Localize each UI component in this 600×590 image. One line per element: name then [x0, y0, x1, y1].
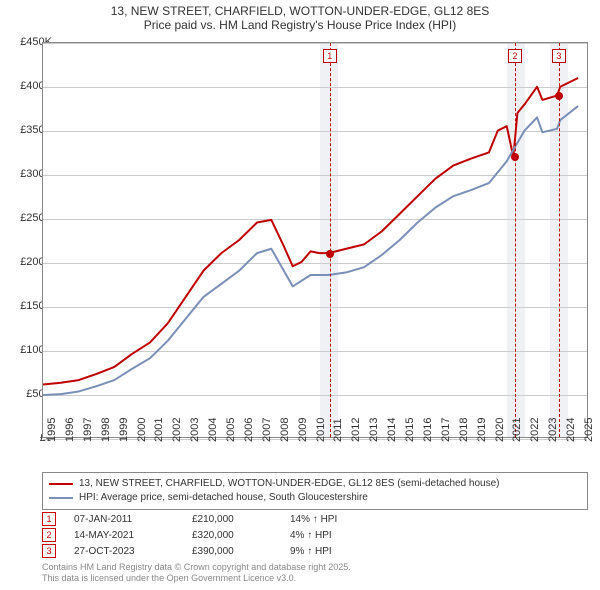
event-price-2: £320,000	[192, 530, 272, 541]
x-tick-label: 2020	[494, 418, 506, 442]
x-tick-label: 1999	[118, 418, 130, 442]
event-pct-1: 14% ↑ HPI	[290, 514, 400, 525]
chart-lines-svg	[43, 43, 587, 437]
event-date-2: 14-MAY-2021	[74, 530, 174, 541]
legend-box: 13, NEW STREET, CHARFIELD, WOTTON-UNDER-…	[42, 472, 588, 510]
event-marker-3: 3	[42, 544, 56, 558]
x-tick-label: 2009	[297, 418, 309, 442]
sale-marker-box-1: 1	[323, 49, 337, 63]
x-tick-label: 2022	[529, 418, 541, 442]
x-tick-label: 2000	[136, 418, 148, 442]
event-marker-1: 1	[42, 512, 56, 526]
event-row-3: 3 27-OCT-2023 £390,000 9% ↑ HPI	[42, 544, 588, 558]
x-tick-label: 2015	[404, 418, 416, 442]
sale-marker-box-3: 3	[552, 49, 566, 63]
x-tick-label: 2013	[368, 418, 380, 442]
x-tick-label: 2023	[547, 418, 559, 442]
sale-dot-2	[511, 153, 519, 161]
sale-vline-2	[515, 43, 516, 437]
x-tick-label: 2010	[315, 418, 327, 442]
license-line-1: Contains HM Land Registry data © Crown c…	[42, 562, 351, 573]
legend-row-hpi: HPI: Average price, semi-detached house,…	[49, 491, 581, 505]
x-tick-label: 2008	[279, 418, 291, 442]
event-marker-2: 2	[42, 528, 56, 542]
event-pct-2: 4% ↑ HPI	[290, 530, 400, 541]
x-tick-label: 2001	[153, 418, 165, 442]
legend-swatch-price-paid	[49, 483, 73, 485]
legend-row-price-paid: 13, NEW STREET, CHARFIELD, WOTTON-UNDER-…	[49, 477, 581, 491]
x-tick-label: 2017	[440, 418, 452, 442]
x-tick-label: 2024	[565, 418, 577, 442]
x-tick-label: 2025	[583, 418, 595, 442]
x-tick-label: 2014	[386, 418, 398, 442]
x-tick-label: 2012	[350, 418, 362, 442]
legend-label-price-paid: 13, NEW STREET, CHARFIELD, WOTTON-UNDER-…	[79, 477, 499, 491]
chart-plot-area: 1 2 3	[42, 42, 588, 438]
x-tick-label: 2003	[189, 418, 201, 442]
x-tick-label: 2019	[476, 418, 488, 442]
license-line-2: This data is licensed under the Open Gov…	[42, 573, 351, 584]
x-tick-label: 2021	[511, 418, 523, 442]
figure-root: 13, NEW STREET, CHARFIELD, WOTTON-UNDER-…	[0, 0, 600, 590]
series-line-price_paid	[43, 78, 578, 384]
x-tick-label: 2004	[207, 418, 219, 442]
event-date-3: 27-OCT-2023	[74, 546, 174, 557]
events-table: 1 07-JAN-2011 £210,000 14% ↑ HPI 2 14-MA…	[42, 510, 588, 558]
x-tick-label: 1997	[82, 418, 94, 442]
x-tick-label: 2016	[422, 418, 434, 442]
x-tick-label: 2007	[261, 418, 273, 442]
x-tick-label: 2006	[243, 418, 255, 442]
legend-label-hpi: HPI: Average price, semi-detached house,…	[79, 491, 368, 505]
x-tick-label: 1998	[100, 418, 112, 442]
event-row-2: 2 14-MAY-2021 £320,000 4% ↑ HPI	[42, 528, 588, 542]
x-tick-label: 2011	[332, 418, 344, 442]
sale-vline-1	[330, 43, 331, 437]
event-pct-3: 9% ↑ HPI	[290, 546, 400, 557]
event-row-1: 1 07-JAN-2011 £210,000 14% ↑ HPI	[42, 512, 588, 526]
x-tick-label: 2018	[458, 418, 470, 442]
license-text: Contains HM Land Registry data © Crown c…	[42, 562, 351, 585]
sale-dot-3	[555, 92, 563, 100]
sale-dot-1	[326, 250, 334, 258]
event-price-1: £210,000	[192, 514, 272, 525]
x-tick-label: 1995	[46, 418, 58, 442]
title-line-2: Price paid vs. HM Land Registry's House …	[0, 18, 600, 32]
x-tick-label: 2002	[171, 418, 183, 442]
x-tick-label: 2005	[225, 418, 237, 442]
event-price-3: £390,000	[192, 546, 272, 557]
x-tick-label: 1996	[64, 418, 76, 442]
event-date-1: 07-JAN-2011	[74, 514, 174, 525]
title-block: 13, NEW STREET, CHARFIELD, WOTTON-UNDER-…	[0, 0, 600, 32]
sale-marker-box-2: 2	[508, 49, 522, 63]
title-line-1: 13, NEW STREET, CHARFIELD, WOTTON-UNDER-…	[0, 4, 600, 18]
legend-swatch-hpi	[49, 497, 73, 499]
sale-vline-3	[559, 43, 560, 437]
